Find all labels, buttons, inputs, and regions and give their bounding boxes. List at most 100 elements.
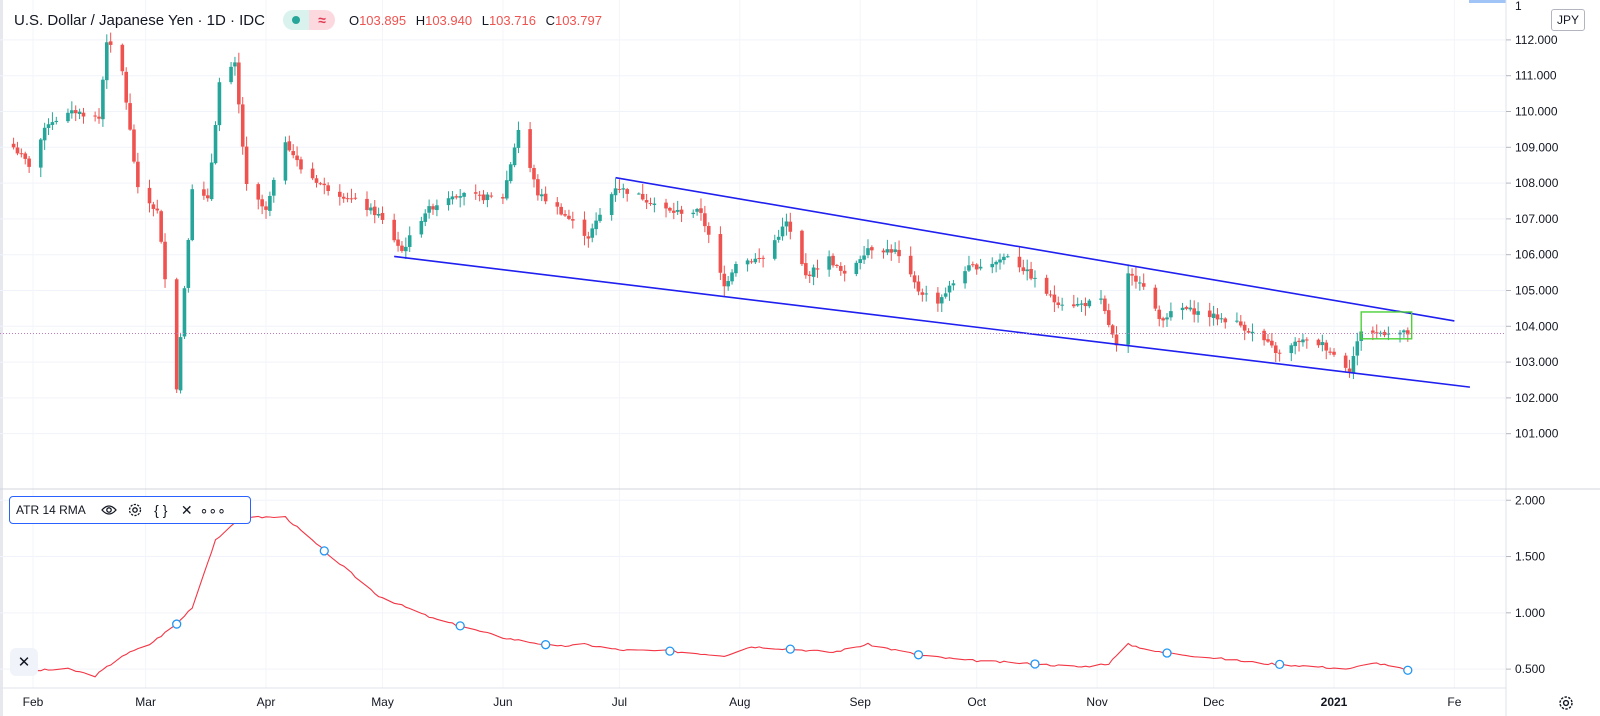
candle-body [889,249,894,253]
candle-body [264,206,268,210]
candle-body [998,259,1002,263]
candle-body [1207,310,1212,318]
candle-body [283,142,288,181]
candle-body [1180,307,1185,311]
atr-pane [13,515,1413,678]
candle-body [1211,313,1216,318]
candle-body [97,116,101,119]
candle-body [555,202,560,207]
candle-body [637,193,641,195]
candle-body [668,207,672,211]
candle-body [1297,340,1301,343]
time-tick-label: Dec [1203,695,1224,709]
candle-body [376,213,381,216]
candle-body [454,196,459,198]
candle-body [776,236,781,240]
chart-header: U.S. Dollar / Japanese Yen · 1D · IDC ≈ … [14,9,608,31]
candle-body [1126,273,1130,345]
candle-body [761,257,765,259]
trendline-upper [615,176,1455,322]
candle-body [462,192,466,197]
candle-body [396,239,400,246]
candle-body [691,212,696,215]
candle-body [885,249,890,253]
candle-body [784,221,789,227]
atr-marker [913,650,924,660]
indicator-label[interactable]: ATR 14 RMA [16,503,86,517]
close-icon[interactable]: ✕ [180,501,193,518]
candle-body [648,203,653,205]
candle-body [1196,311,1200,315]
candle-body [233,62,237,67]
candle-body [19,153,24,155]
candle-body [93,115,97,117]
time-tick-label: 2021 [1321,695,1348,709]
more-icon[interactable]: ∘∘∘ [199,501,226,518]
source-code-icon[interactable]: { } [154,502,168,518]
price-tick-label: 110.000 [1515,104,1558,118]
candle-body [571,219,575,221]
candle-body [450,196,455,200]
candle-body [613,188,618,196]
candle-body [788,221,793,232]
candle-body [23,153,28,159]
price-tick-label: 107.000 [1515,212,1559,226]
settings-icon[interactable] [122,499,148,521]
price-tick-label: 111.000 [1515,69,1557,83]
left-edge-bar [0,0,3,716]
candle-body [908,255,913,275]
candle-body [772,240,777,259]
candle-body [1103,298,1107,312]
candle-body [722,273,727,287]
open-value: 103.895 [359,12,407,28]
candle-body [842,270,847,274]
indicator-legend[interactable]: ATR 14 RMA { } ✕ ∘∘∘ [9,496,251,524]
candle-body [1157,309,1162,320]
price-tick-label: 101.000 [1515,427,1559,441]
candle-body [582,219,587,236]
atr-marker [455,621,465,631]
candle-body [202,189,206,196]
currency-button[interactable]: JPY [1551,9,1585,31]
status-badge[interactable]: ≈ [282,10,335,30]
candle-body [1056,302,1061,305]
candle-body [1025,269,1030,272]
candle-body [489,195,494,197]
candle-body [151,204,156,209]
atr-tick-label: 1.000 [1515,606,1545,620]
symbol-title[interactable]: U.S. Dollar / Japanese Yen · 1D · IDC [14,11,265,29]
candle-body [81,112,86,117]
remove-drawing-button[interactable]: ✕ [10,648,38,676]
candle-body [1110,325,1115,335]
candle-body [1382,331,1387,336]
candle-body [1099,298,1103,300]
candle-body [590,228,595,238]
candle-body [237,62,241,105]
atr-marker [1403,665,1413,675]
candle-body [804,263,808,276]
candle-body [625,189,629,194]
time-tick-label: Nov [1086,695,1107,709]
candle-body [11,143,16,148]
candle-body [217,82,222,126]
candle-body [435,205,439,211]
candle-body [104,42,109,81]
candle-body [1293,341,1297,347]
time-axis: Feb Mar Apr May Jun Jul Aug Sep Oct Nov Dec 2021 Fe [23,695,1462,709]
candle-body [967,265,971,271]
candle-body [423,213,428,222]
candle-body [1371,330,1375,333]
gear-icon[interactable] [1556,693,1576,713]
candle-body [718,234,723,273]
candle-body [229,66,233,83]
candle-body [1351,356,1356,373]
candle-body [726,281,730,287]
candle-body [1134,275,1138,282]
candle-body [644,200,649,203]
candle-body [963,271,967,284]
candle-body [155,208,160,211]
candle-body [260,199,264,207]
eye-icon[interactable] [96,499,122,521]
candle-body [532,168,536,180]
